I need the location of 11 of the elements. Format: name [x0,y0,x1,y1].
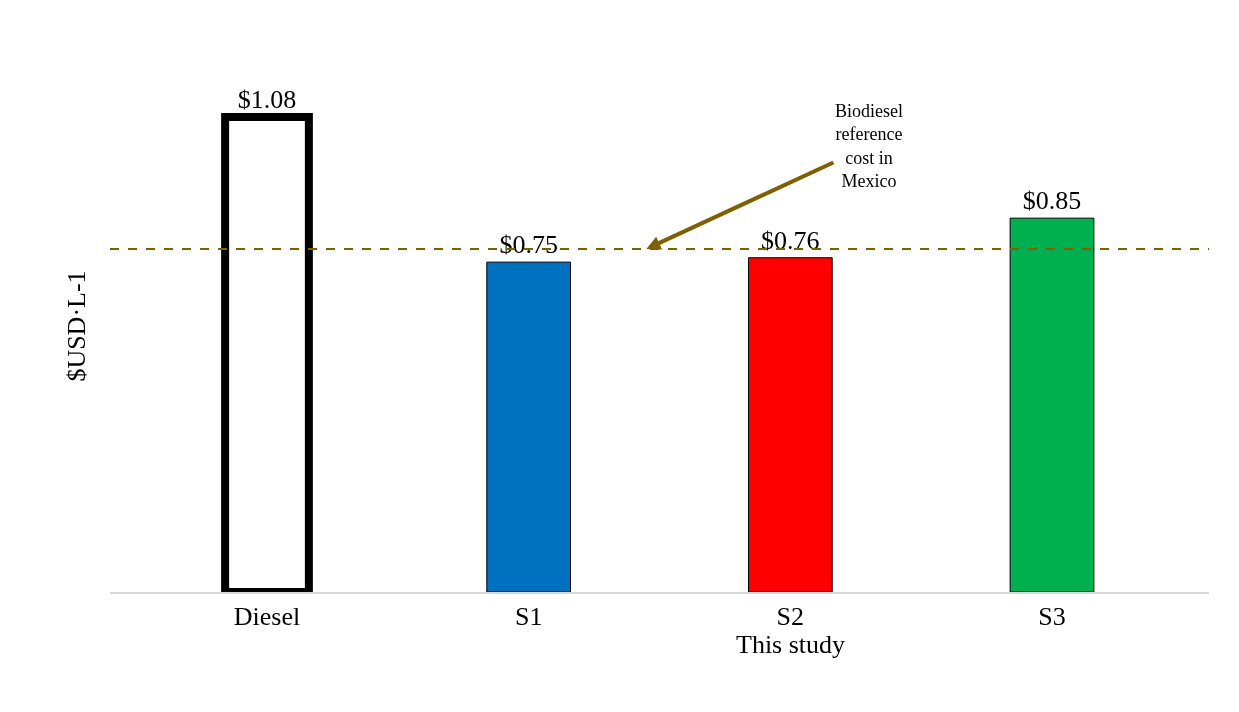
y-axis-title: $USD·L-1 [62,270,92,382]
x-tick-label: S2 [776,602,805,632]
x-tick-label: S1 [514,602,543,632]
x-tick-label: Diesel [233,602,301,632]
x-tick-label: S3 [1038,602,1066,632]
data-label: $0.76 [761,225,820,255]
data-label: $1.08 [237,85,297,114]
text: This study [736,630,846,659]
data-label: $0.75 [499,230,558,260]
data-label: $0.85 [1022,186,1082,216]
ref-line-label: Biodiesel reference cost in Mexico [835,101,903,192]
